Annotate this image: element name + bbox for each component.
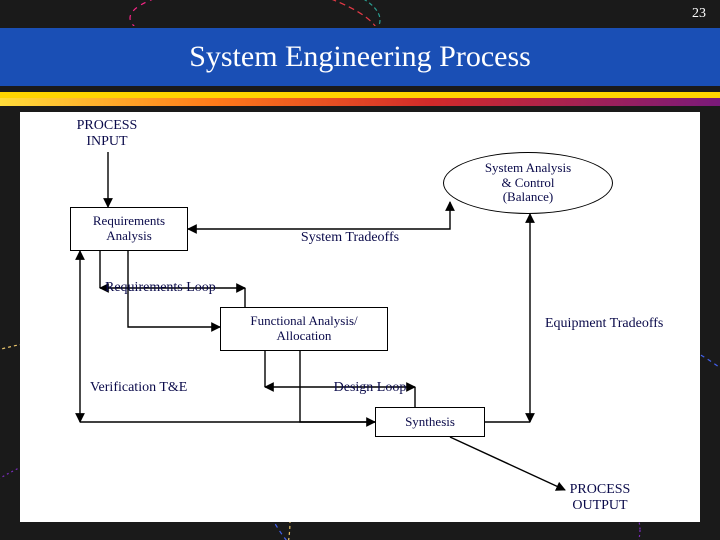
node-sys_analysis: System Analysis & Control (Balance) (443, 152, 613, 214)
page-number: 23 (692, 6, 706, 22)
label-verification: Verification T&E (90, 380, 230, 396)
label-equipment_tradeoffs: Equipment Tradeoffs (545, 316, 695, 332)
edge-e_req_to_func_elbow (128, 307, 220, 327)
underline-gradient (0, 98, 720, 106)
label-process_output: PROCESS OUTPUT (550, 482, 650, 514)
label-requirements_loop: Requirements Loop (105, 280, 255, 296)
label-process_input: PROCESS INPUT (62, 118, 152, 150)
node-req_analysis: Requirements Analysis (70, 207, 188, 251)
slide: 23 System Engineering Process Requiremen… (0, 0, 720, 540)
edge-e_synth_out (450, 437, 565, 490)
label-design_loop: Design Loop (315, 380, 425, 396)
slide-title: System Engineering Process (189, 40, 531, 74)
diagram-canvas: Requirements Analysis System Analysis & C… (20, 112, 700, 522)
edge-e_sys_trade_h (188, 202, 450, 229)
label-system_tradeoffs: System Tradeoffs (285, 230, 415, 246)
node-func_alloc: Functional Analysis/ Allocation (220, 307, 388, 351)
title-band: System Engineering Process (0, 26, 720, 88)
node-synthesis: Synthesis (375, 407, 485, 437)
edge-e_func_to_synth (300, 407, 375, 422)
